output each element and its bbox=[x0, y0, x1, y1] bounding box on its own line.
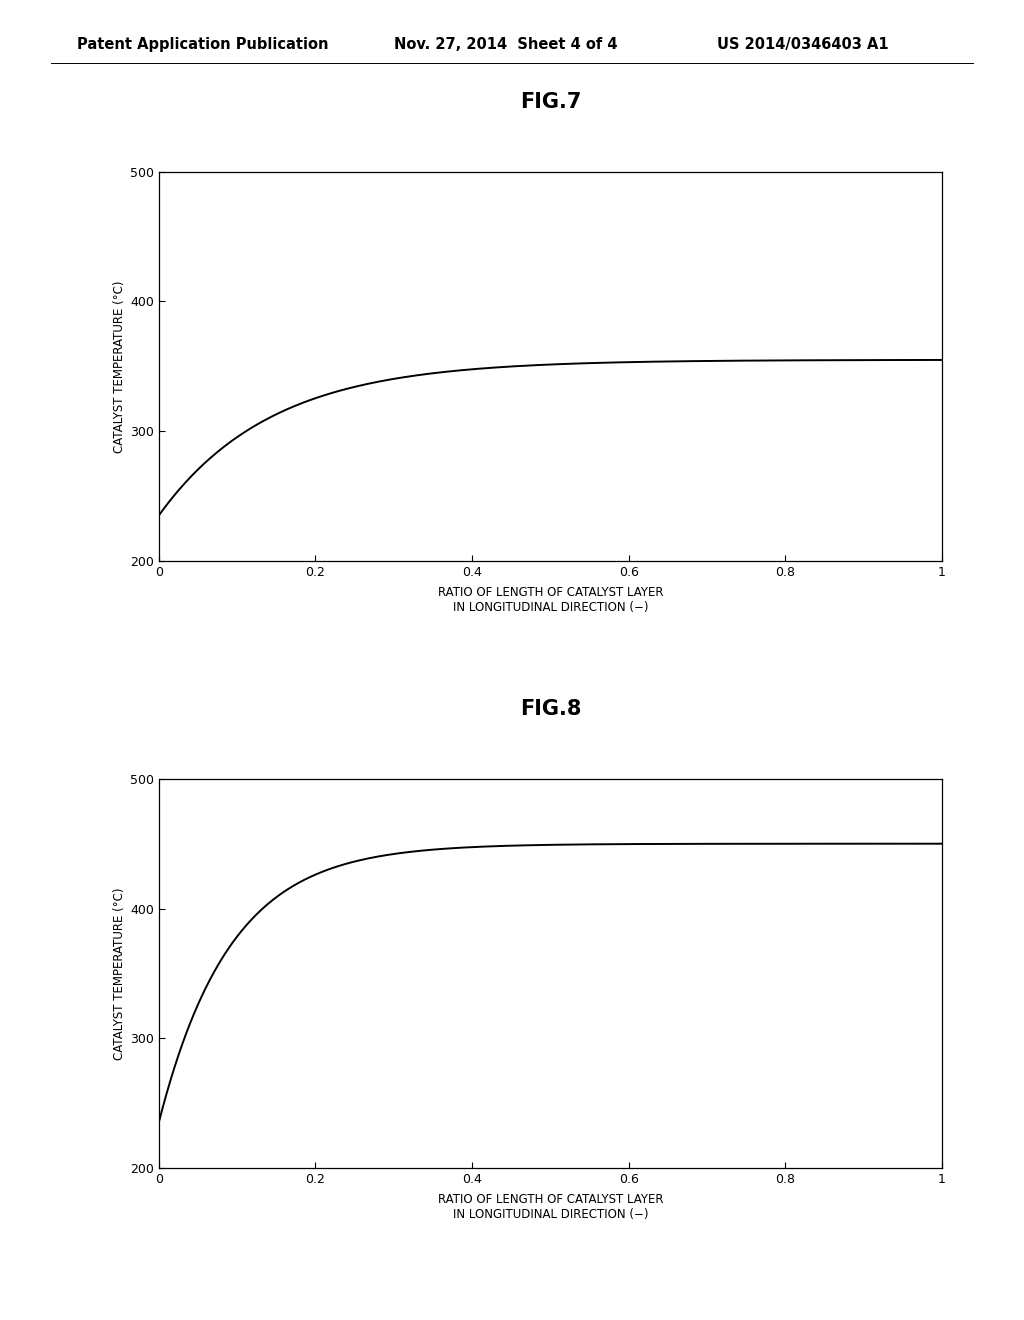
Y-axis label: CATALYST TEMPERATURE (°C): CATALYST TEMPERATURE (°C) bbox=[113, 887, 126, 1060]
X-axis label: RATIO OF LENGTH OF CATALYST LAYER
IN LONGITUDINAL DIRECTION (−): RATIO OF LENGTH OF CATALYST LAYER IN LON… bbox=[437, 1193, 664, 1221]
Text: US 2014/0346403 A1: US 2014/0346403 A1 bbox=[717, 37, 889, 51]
X-axis label: RATIO OF LENGTH OF CATALYST LAYER
IN LONGITUDINAL DIRECTION (−): RATIO OF LENGTH OF CATALYST LAYER IN LON… bbox=[437, 586, 664, 614]
Text: Nov. 27, 2014  Sheet 4 of 4: Nov. 27, 2014 Sheet 4 of 4 bbox=[394, 37, 617, 51]
Text: Patent Application Publication: Patent Application Publication bbox=[77, 37, 329, 51]
Text: FIG.8: FIG.8 bbox=[520, 700, 581, 719]
Y-axis label: CATALYST TEMPERATURE (°C): CATALYST TEMPERATURE (°C) bbox=[113, 280, 126, 453]
Text: FIG.7: FIG.7 bbox=[520, 92, 581, 112]
